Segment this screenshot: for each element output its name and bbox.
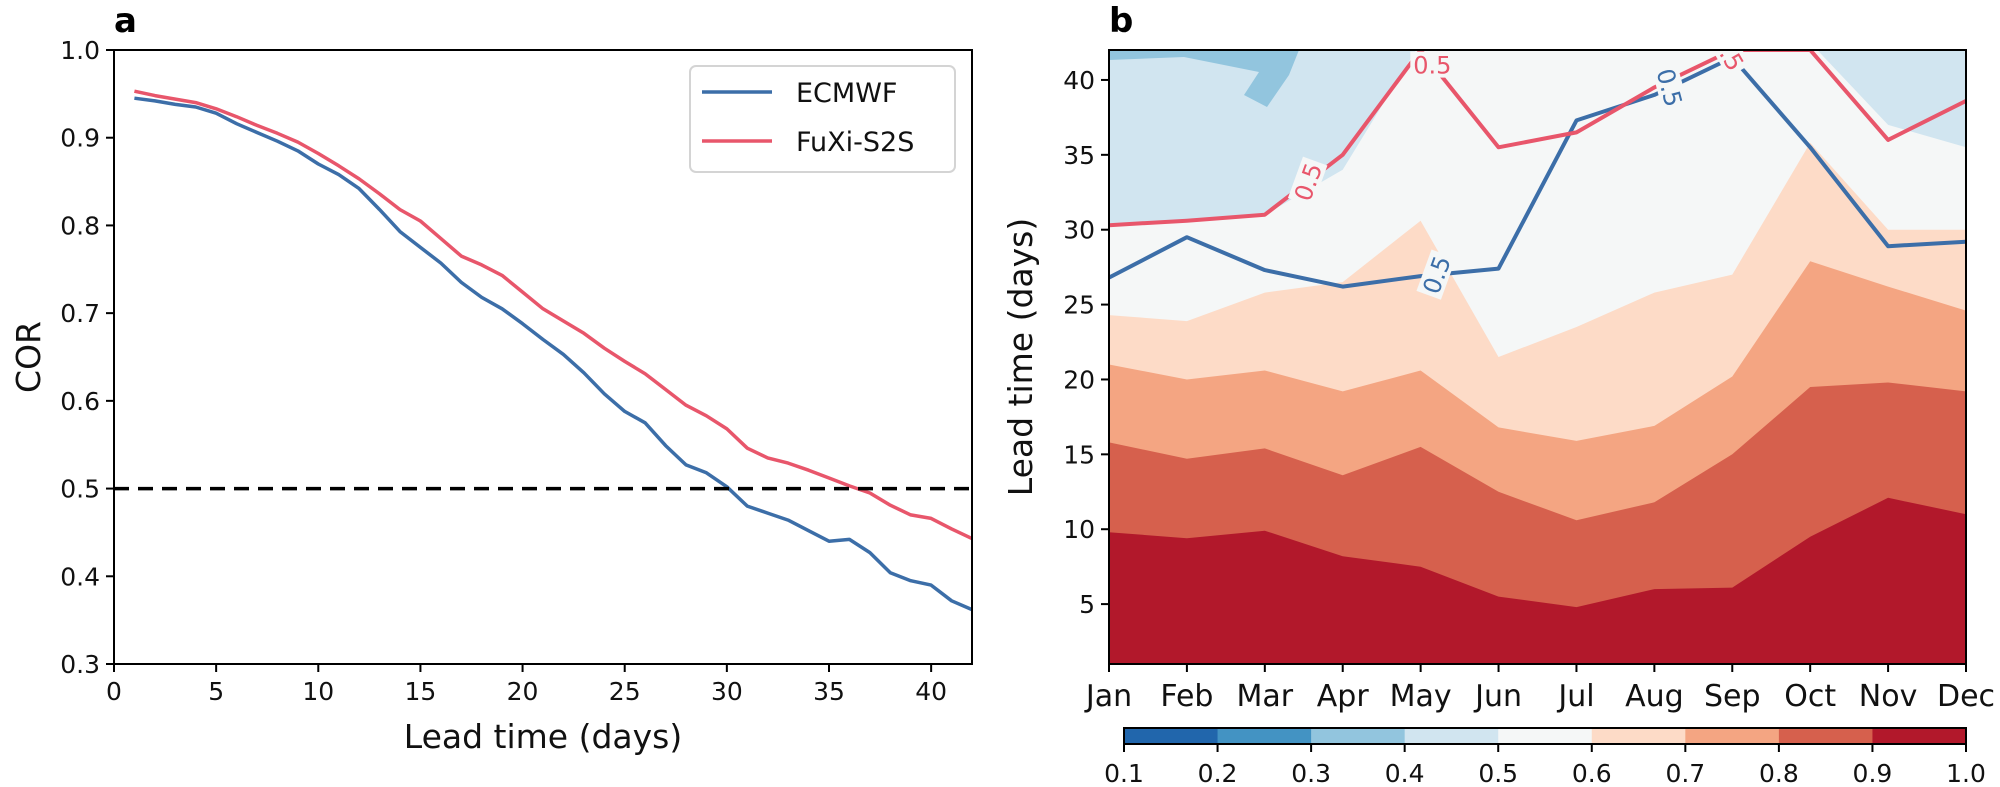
- x-tick-label: 0: [106, 677, 122, 706]
- y-tick-label: 0.7: [60, 299, 100, 328]
- y-tick-label: 5: [1079, 590, 1095, 619]
- month-tick-label: Apr: [1317, 679, 1370, 714]
- x-tick-label: 25: [609, 677, 641, 706]
- colorbar-tick-label: 0.9: [1853, 759, 1893, 787]
- y-tick-label: 0.4: [60, 562, 100, 591]
- month-tick-label: Dec: [1937, 679, 1995, 714]
- y-tick-label: 0.9: [60, 124, 100, 153]
- panel-a-y-axis-label: COR: [9, 321, 48, 393]
- colorbar-tick-label: 0.1: [1104, 759, 1144, 787]
- contour-label-bg: [1410, 51, 1455, 78]
- contour-label-fuxi-s2s: 0.5: [1413, 52, 1451, 80]
- colorbar-segment: [1217, 728, 1312, 744]
- colorbar-segment: [1778, 728, 1873, 744]
- x-tick-label: 15: [405, 677, 437, 706]
- panel-a-axes-frame: [113, 49, 973, 665]
- colorbar-tick-label: 0.3: [1291, 759, 1331, 787]
- panel-b-filled-contours: [1109, 50, 1966, 664]
- month-tick-label: Jan: [1084, 679, 1132, 714]
- y-tick-label: 25: [1063, 291, 1095, 320]
- contour-line-ecmwf: [1109, 55, 1966, 289]
- month-tick-label: Aug: [1625, 679, 1684, 714]
- panel-a-x-axis-label: Lead time (days): [404, 717, 682, 756]
- y-tick-label: 0.5: [60, 475, 100, 504]
- month-tick-label: Jul: [1556, 679, 1594, 714]
- colorbar-tick-label: 0.5: [1478, 759, 1518, 787]
- y-tick-label: 0.8: [60, 211, 100, 240]
- colorbar-tick-label: 0.8: [1759, 759, 1799, 787]
- colorbar-segment: [1124, 728, 1219, 744]
- panel-a-label: a: [114, 1, 137, 41]
- panel-b-label: b: [1109, 1, 1133, 41]
- month-tick-label: Nov: [1859, 679, 1918, 714]
- colorbar-tick-label: 0.7: [1665, 759, 1705, 787]
- y-tick-label: 0.6: [60, 387, 100, 416]
- contour-label-bg: [1287, 156, 1328, 207]
- contour-label-bg: [1651, 62, 1689, 113]
- x-tick-label: 20: [507, 677, 539, 706]
- month-tick-label: Feb: [1160, 679, 1213, 714]
- y-tick-label: 15: [1063, 440, 1095, 469]
- series-line-fuxi-s2s: [134, 89, 973, 541]
- month-tick-label: May: [1390, 679, 1452, 714]
- colorbar-segment: [1404, 728, 1499, 744]
- panel-b-y-axis-label: Lead time (days): [1001, 218, 1040, 496]
- colorbar-segment: [1685, 728, 1780, 744]
- colorbar-segment: [1311, 728, 1406, 744]
- band-0.9-1.0: [1109, 497, 1966, 664]
- y-tick-label: 0.3: [60, 650, 100, 679]
- legend: ECMWF FuXi-S2S: [689, 65, 956, 173]
- colorbar-segment: [1498, 728, 1593, 744]
- series-line-ecmwf: [134, 96, 973, 612]
- colorbar-tick-label: 0.2: [1198, 759, 1238, 787]
- colorbar-frame: [1123, 727, 1967, 745]
- panel-b-contour-lines: 0.50.50.50.50.5: [1109, 50, 1966, 300]
- y-tick-label: 20: [1063, 365, 1095, 394]
- panel-b-axes-frame: [1108, 49, 1967, 665]
- colorbar: 0.1 0.2 0.3 0.4 0.5 0.6 0.7 0.8 0.9 1.0: [1104, 727, 1986, 787]
- band-0.3-0.4: [1109, 50, 1299, 107]
- x-tick-label: 30: [711, 677, 743, 706]
- panel-b-contour-chart: b 0.50.50.50.50.5 Jan Feb Mar Apr May Jun Jul A…: [1001, 1, 1995, 787]
- y-tick-label: 30: [1063, 216, 1095, 245]
- legend-label-fuxi-s2s: FuXi-S2S: [796, 127, 914, 158]
- y-tick-label: 35: [1063, 141, 1095, 170]
- contour-label-bg: [1706, 50, 1751, 78]
- panel-a-x-ticks: 0 5 10 15 20 25 30 35 40: [106, 664, 947, 706]
- x-tick-label: 40: [915, 677, 947, 706]
- colorbar-segment: [1591, 728, 1686, 744]
- contour-line-fuxi-s2s: [1109, 50, 1966, 228]
- colorbar-segment: [1872, 728, 1967, 744]
- month-tick-label: Sep: [1704, 679, 1761, 714]
- x-tick-label: 10: [302, 677, 334, 706]
- x-tick-label: 35: [813, 677, 845, 706]
- month-tick-label: Jun: [1473, 679, 1522, 714]
- month-tick-label: Oct: [1784, 679, 1836, 714]
- legend-label-ecmwf: ECMWF: [796, 78, 897, 109]
- panel-a-series: [134, 89, 973, 612]
- panel-a-line-chart: a 0 5 10 15 20 25 30 35 40 0.3 0.4 0.5 0.6 0.7 0.8 0.9…: [9, 1, 973, 756]
- x-tick-label: 5: [208, 677, 224, 706]
- contour-label-bg: [1416, 249, 1456, 300]
- y-tick-label: 40: [1063, 66, 1095, 95]
- y-tick-label: 10: [1063, 515, 1095, 544]
- month-tick-label: Mar: [1237, 679, 1294, 714]
- colorbar-tick-label: 0.4: [1385, 759, 1425, 787]
- colorbar-tick-label: 0.6: [1572, 759, 1612, 787]
- panel-a-y-ticks: 0.3 0.4 0.5 0.6 0.7 0.8 0.9 1.0: [60, 36, 114, 679]
- y-tick-label: 1.0: [60, 36, 100, 65]
- panel-b-y-ticks: 5 10 15 20 25 30 35 40: [1063, 66, 1109, 619]
- panel-b-x-ticks: Jan Feb Mar Apr May Jun Jul Aug Sep Oct Nov Dec: [1084, 664, 1995, 714]
- colorbar-tick-label: 1.0: [1946, 759, 1986, 787]
